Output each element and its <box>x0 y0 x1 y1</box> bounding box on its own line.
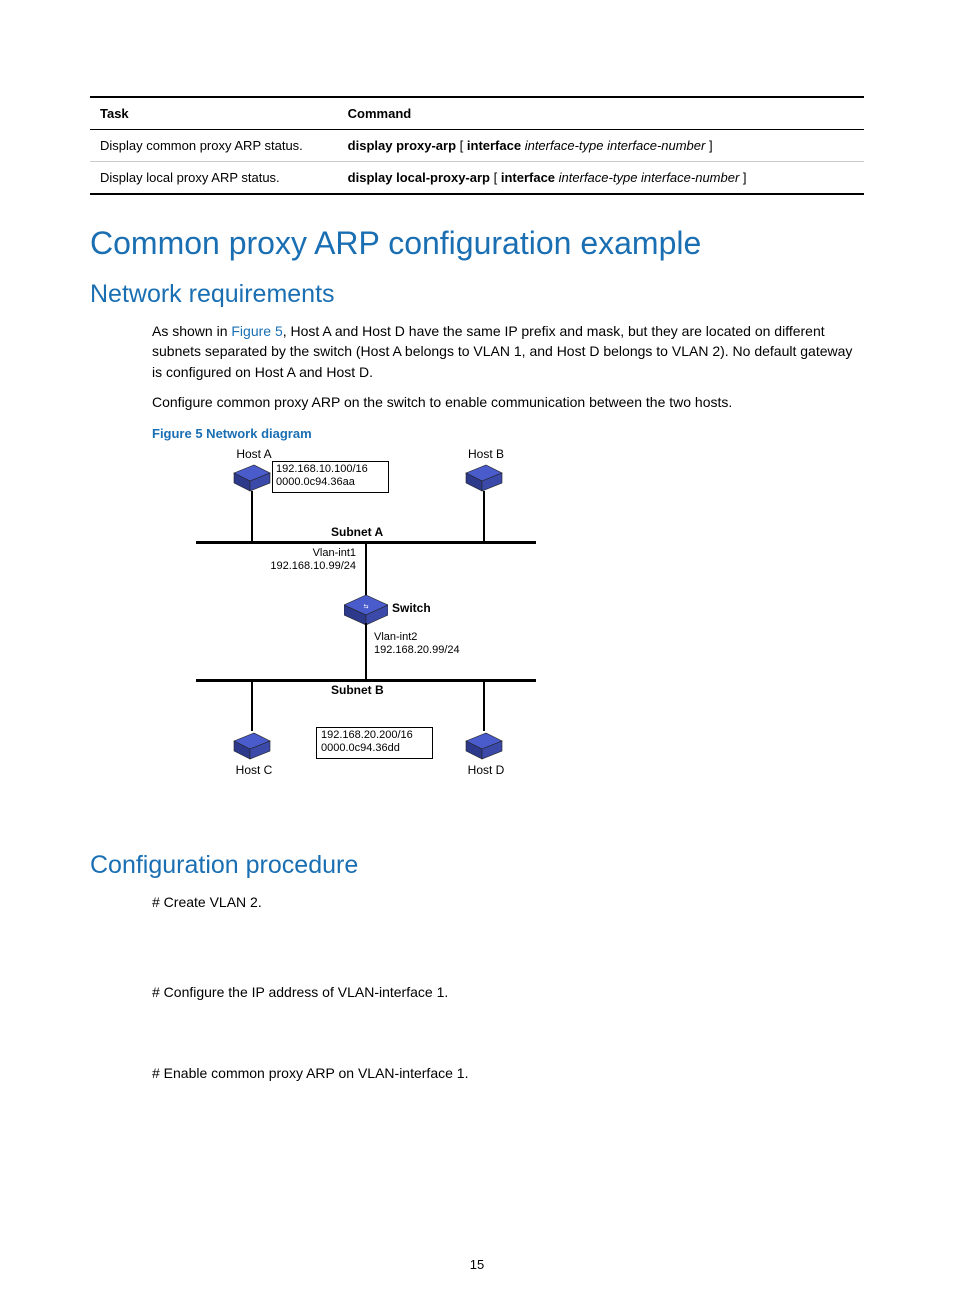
host-icon <box>232 463 272 493</box>
connector <box>365 623 367 679</box>
connector <box>251 491 253 541</box>
table-header-command: Command <box>338 97 864 130</box>
subnet-b-label: Subnet B <box>331 683 384 697</box>
connector <box>483 681 485 731</box>
figure-caption: Figure 5 Network diagram <box>152 426 864 441</box>
host-c-label: Host C <box>224 763 284 777</box>
task-cell: Display common proxy ARP status. <box>90 130 338 162</box>
heading-network-requirements: Network requirements <box>90 280 864 309</box>
switch-icon: ⇆ <box>344 595 388 625</box>
command-table: Task Command Display common proxy ARP st… <box>90 96 864 195</box>
host-icon <box>464 731 504 761</box>
heading-config-procedure: Configuration procedure <box>90 851 864 880</box>
heading-main: Common proxy ARP configuration example <box>90 225 864 262</box>
host-d-info-box <box>316 727 433 759</box>
step-text: # Create VLAN 2. <box>152 892 864 912</box>
vlan1-ip: 192.168.10.99/24 <box>236 560 356 572</box>
step-text: # Enable common proxy ARP on VLAN-interf… <box>152 1063 864 1083</box>
task-cell: Display local proxy ARP status. <box>90 162 338 195</box>
command-cell: display local-proxy-arp [ interface inte… <box>338 162 864 195</box>
paragraph: Configure common proxy ARP on the switch… <box>152 392 864 412</box>
section-body: As shown in Figure 5, Host A and Host D … <box>152 321 864 817</box>
connector <box>365 544 367 596</box>
command-cell: display proxy-arp [ interface interface-… <box>338 130 864 162</box>
section-body: # Create VLAN 2. # Configure the IP addr… <box>152 892 864 1083</box>
network-diagram: Host A 192.168.10.100/16 0000.0c94.36aa … <box>176 447 556 817</box>
table-row: Display common proxy ARP status. display… <box>90 130 864 162</box>
switch-label: Switch <box>392 601 431 615</box>
host-a-info-box <box>272 461 389 493</box>
subnet-b-bus <box>196 679 536 682</box>
vlan2-ip: 192.168.20.99/24 <box>374 644 460 656</box>
table-row: Display local proxy ARP status. display … <box>90 162 864 195</box>
svg-text:⇆: ⇆ <box>363 603 368 610</box>
vlan1-label: Vlan-int1 <box>236 547 356 559</box>
table-header-task: Task <box>90 97 338 130</box>
connector <box>251 681 253 731</box>
subnet-a-label: Subnet A <box>331 525 383 539</box>
vlan2-label: Vlan-int2 <box>374 631 417 643</box>
host-icon <box>464 463 504 493</box>
host-icon <box>232 731 272 761</box>
step-text: # Configure the IP address of VLAN-inter… <box>152 982 864 1002</box>
page: Task Command Display common proxy ARP st… <box>0 0 954 1296</box>
host-a-label: Host A <box>224 447 284 461</box>
host-b-label: Host B <box>456 447 516 461</box>
paragraph: As shown in Figure 5, Host A and Host D … <box>152 321 864 382</box>
host-d-label: Host D <box>456 763 516 777</box>
page-number: 15 <box>0 1257 954 1272</box>
connector <box>483 491 485 541</box>
figure-link[interactable]: Figure 5 <box>231 323 282 339</box>
